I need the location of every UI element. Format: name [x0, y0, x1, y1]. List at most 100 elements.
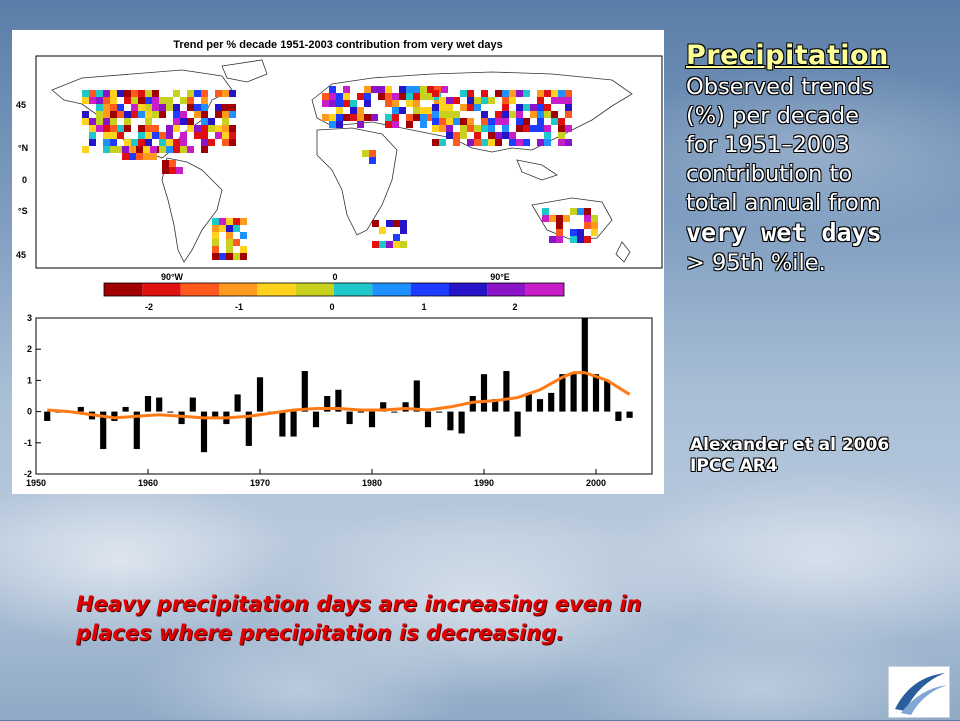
bottom-note: Heavy precipitation days are increasing …: [76, 590, 856, 648]
lon-label-0: 0: [332, 272, 337, 282]
lat-label-n: °N: [18, 143, 28, 153]
bar: [44, 411, 51, 421]
trend-cell: [82, 118, 89, 125]
trend-cell: [343, 114, 350, 121]
trend-cell: [201, 104, 208, 111]
trend-cell: [212, 246, 219, 253]
bar: [279, 411, 286, 437]
trend-cell: [474, 132, 481, 139]
x-tick-label: 2000: [586, 478, 606, 488]
trend-cell: [145, 125, 152, 132]
trend-cell: [467, 118, 474, 125]
trend-cell: [96, 125, 103, 132]
trend-cell: [439, 118, 446, 125]
trend-cell: [103, 97, 110, 104]
trend-cell: [502, 111, 509, 118]
trend-cell: [145, 132, 152, 139]
trend-cell: [222, 90, 229, 97]
trend-cell: [103, 139, 110, 146]
bar: [256, 377, 264, 412]
trend-cell: [82, 111, 89, 118]
body-line: > 95th %ile.: [686, 250, 826, 276]
trend-cell: [378, 86, 385, 93]
trend-cell: [399, 93, 406, 100]
trend-cell: [495, 139, 502, 146]
bar: [503, 371, 510, 412]
trend-cell: [537, 104, 544, 111]
trend-cell: [201, 125, 208, 132]
trend-cell: [124, 125, 131, 132]
bar: [447, 411, 454, 431]
trend-cell: [453, 139, 460, 146]
trend-cell: [201, 139, 208, 146]
trend-cell: [89, 90, 96, 97]
trend-grid-cells: [82, 86, 598, 260]
colorbar-swatch: [487, 283, 526, 296]
trend-cell: [406, 121, 413, 128]
trend-cell: [229, 90, 236, 97]
trend-cell: [591, 215, 598, 222]
trend-cell: [180, 132, 187, 139]
trend-cell: [420, 107, 427, 114]
trend-cell: [565, 97, 572, 104]
trend-cell: [152, 90, 159, 97]
trend-cell: [131, 139, 138, 146]
trend-cell: [166, 132, 173, 139]
bar: [312, 411, 320, 428]
trend-cell: [577, 208, 584, 215]
bar: [380, 402, 387, 412]
trend-cell: [509, 97, 516, 104]
trend-cell: [460, 125, 467, 132]
trend-cell: [103, 146, 110, 153]
trend-cell: [364, 93, 371, 100]
trend-cell: [516, 118, 523, 125]
colorbar-border: [103, 282, 565, 297]
colorbar-tick: 0: [329, 302, 334, 312]
trend-cell: [537, 118, 544, 125]
trend-cell: [96, 90, 103, 97]
bar: [458, 411, 465, 434]
body-emphasis: very wet days: [686, 218, 882, 247]
trend-cell: [481, 139, 488, 146]
trend-cell: [152, 104, 159, 111]
bottom-note-line: Heavy precipitation days are increasing …: [76, 592, 642, 616]
trend-cell: [110, 125, 117, 132]
bar: [290, 411, 297, 437]
trend-cell: [495, 132, 502, 139]
trend-cell: [222, 104, 229, 111]
trend-cell: [392, 107, 399, 114]
trend-cell: [150, 146, 157, 153]
trend-cell: [138, 111, 145, 118]
trend-cell: [173, 125, 180, 132]
bar: [100, 411, 107, 450]
bottom-note-line: places where precipitation is decreasing…: [76, 621, 565, 645]
trend-cell: [551, 111, 558, 118]
bar: [536, 399, 544, 412]
trend-cell: [406, 86, 413, 93]
trend-cell: [322, 114, 329, 121]
trend-cell: [565, 111, 572, 118]
trend-cell: [138, 97, 145, 104]
trend-cell: [432, 139, 439, 146]
trend-cell: [138, 104, 145, 111]
trend-cell: [453, 97, 460, 104]
trend-cell: [509, 132, 516, 139]
y-tick-label: -2: [24, 469, 32, 479]
bar: [391, 411, 398, 413]
continent-outline: [316, 127, 398, 236]
bar: [559, 374, 566, 412]
trend-cell: [173, 90, 180, 97]
figure-panel: Trend per % decade 1951-2003 contributio…: [12, 30, 664, 494]
trend-cell: [110, 111, 117, 118]
trend-cell: [400, 241, 407, 248]
trend-cell: [549, 215, 556, 222]
trend-cell: [180, 97, 187, 104]
trend-cell: [240, 232, 247, 239]
trend-cell: [406, 114, 413, 121]
trend-cell: [136, 153, 143, 160]
trend-cell: [145, 139, 152, 146]
trend-cell: [542, 215, 549, 222]
trend-cell: [453, 118, 460, 125]
trend-cell: [215, 111, 222, 118]
trend-cell: [131, 111, 138, 118]
